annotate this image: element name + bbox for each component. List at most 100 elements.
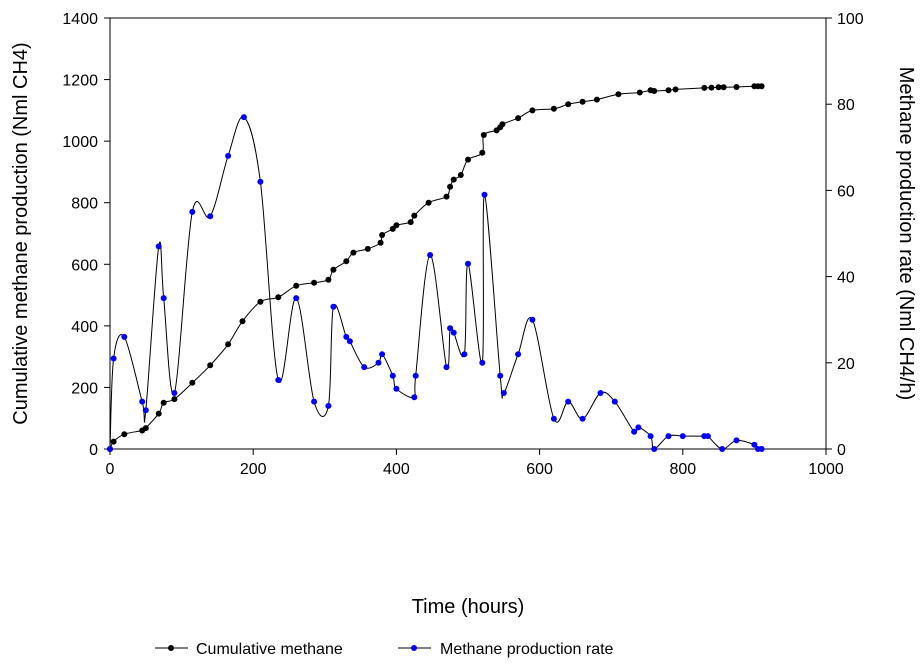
data-point-cumulative: [450, 176, 457, 183]
y2-tick-label: 60: [837, 183, 855, 200]
data-point-rate: [651, 446, 658, 452]
data-point-rate: [189, 208, 196, 215]
y2-tick-label: 0: [837, 442, 846, 459]
y-tick-label: 800: [71, 196, 98, 213]
data-point-cumulative: [715, 84, 722, 91]
data-point-rate: [481, 191, 488, 198]
y-tick-label: 600: [71, 257, 98, 274]
data-point-rate: [160, 295, 167, 302]
legend-marker-cumulative: [168, 645, 174, 651]
data-point-cumulative: [515, 115, 522, 122]
data-point-rate: [479, 359, 486, 366]
data-point-rate: [257, 178, 264, 185]
data-point-cumulative: [665, 87, 672, 94]
data-point-cumulative: [142, 425, 149, 432]
data-point-cumulative: [189, 379, 196, 386]
legend-marker-rate: [411, 645, 417, 651]
data-point-cumulative: [720, 84, 727, 91]
data-point-cumulative: [480, 132, 487, 138]
data-point-cumulative: [171, 396, 178, 403]
data-point-cumulative: [529, 107, 536, 114]
x-tick-label: 0: [106, 461, 115, 478]
data-point-rate: [412, 372, 419, 379]
data-point-rate: [704, 433, 711, 440]
data-point-rate: [751, 441, 758, 448]
series-rate: [107, 114, 765, 452]
data-point-rate: [139, 398, 146, 405]
y2-axis-label: Methane production rate (Nml CH4/h): [895, 67, 917, 400]
data-point-cumulative: [389, 225, 396, 232]
data-point-rate: [719, 446, 726, 452]
data-point-rate: [330, 303, 337, 310]
data-point-rate: [171, 390, 178, 396]
data-point-cumulative: [257, 298, 264, 305]
data-point-rate: [110, 355, 117, 362]
y-tick-label: 200: [71, 380, 98, 397]
data-point-cumulative: [465, 156, 471, 163]
data-point-rate: [497, 372, 504, 379]
data-point-cumulative: [499, 121, 506, 128]
data-point-rate: [375, 359, 382, 366]
data-point-rate: [379, 351, 386, 358]
y-tick-label: 400: [71, 319, 98, 336]
data-point-cumulative: [733, 84, 740, 90]
y-tick-label: 1000: [62, 134, 98, 151]
data-point-rate: [461, 351, 468, 358]
data-point-cumulative: [330, 266, 337, 273]
data-point-cumulative: [651, 88, 658, 94]
data-point-cumulative: [239, 318, 246, 325]
series-line-rate: [109, 116, 762, 450]
data-point-cumulative: [565, 101, 572, 108]
data-point-cumulative: [121, 431, 128, 438]
data-point-rate: [665, 433, 672, 440]
data-point-rate: [597, 390, 604, 396]
x-tick-label: 200: [240, 461, 267, 478]
data-point-cumulative: [393, 222, 400, 229]
data-point-cumulative: [701, 84, 708, 91]
data-point-rate: [346, 338, 353, 345]
data-point-rate: [550, 415, 557, 422]
data-point-cumulative: [325, 276, 332, 283]
y-axis-label: Cumulative methane production (Nml CH4): [10, 42, 32, 424]
data-point-rate: [240, 114, 247, 121]
data-point-rate: [631, 428, 638, 435]
data-point-cumulative: [407, 219, 414, 226]
y-tick-label: 1400: [62, 11, 98, 28]
x-tick-label: 800: [669, 461, 696, 478]
plot-area: [109, 17, 827, 450]
data-point-rate: [155, 243, 162, 250]
data-point-cumulative: [579, 98, 586, 105]
data-point-rate: [142, 407, 149, 414]
data-point-cumulative: [593, 96, 600, 103]
data-point-rate: [529, 316, 536, 323]
data-point-rate: [325, 402, 332, 409]
ticks-layer: 0 200 400 600 800 100002004006008001000120014…: [62, 11, 863, 478]
data-point-cumulative: [155, 410, 162, 417]
data-point-cumulative: [379, 232, 386, 238]
data-point-cumulative: [225, 341, 232, 348]
data-point-rate: [565, 398, 572, 405]
data-point-rate: [293, 295, 300, 302]
data-point-cumulative: [364, 245, 371, 252]
data-point-rate: [427, 252, 434, 258]
x-axis-label: Time (hours): [412, 596, 525, 618]
y-tick-label: 1200: [62, 73, 98, 90]
series-layer: [107, 83, 765, 452]
x-tick-label: 600: [526, 461, 553, 478]
legend-label-cumulative: Cumulative methane: [196, 641, 343, 658]
data-point-cumulative: [758, 83, 765, 90]
data-point-rate: [450, 329, 457, 336]
data-point-cumulative: [550, 105, 557, 112]
data-point-rate: [758, 446, 765, 452]
y2-tick-label: 100: [837, 11, 864, 28]
data-point-rate: [311, 398, 318, 405]
data-point-cumulative: [275, 294, 282, 301]
series-line-cumulative: [109, 85, 762, 450]
data-point-cumulative: [443, 193, 450, 200]
data-point-cumulative: [425, 199, 432, 206]
data-point-rate: [443, 364, 450, 371]
y2-tick-label: 80: [837, 97, 855, 114]
data-point-rate: [733, 437, 740, 444]
data-point-cumulative: [350, 249, 357, 256]
